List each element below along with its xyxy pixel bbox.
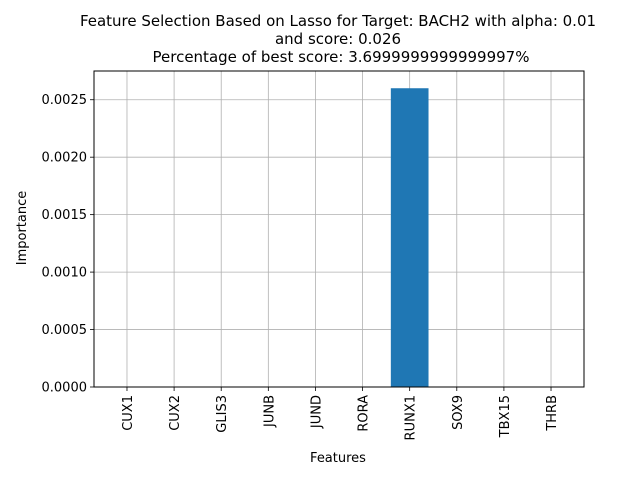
x-tick-label-tbx15: TBX15 xyxy=(498,395,513,438)
x-axis-ticks: CUX1 CUX2 GLIS3 JUNB JUND RORA RUNX1 SOX9 TBX15 T… xyxy=(121,387,560,440)
bars xyxy=(390,88,429,388)
x-tick-label-runx1: RUNX1 xyxy=(404,395,419,440)
chart-title-line-1: Feature Selection Based on Lasso for Tar… xyxy=(80,12,596,30)
x-tick-label-thrb: THRB xyxy=(545,395,560,432)
y-axis-label: Importance xyxy=(15,191,30,266)
x-axis-label: Features xyxy=(310,451,366,466)
bar-runx1 xyxy=(390,88,429,388)
plot-frame xyxy=(93,70,585,388)
y-tick-label-5: 0.0025 xyxy=(42,93,88,108)
x-tick-label-jund: JUND xyxy=(309,395,324,429)
x-tick-label-rora: RORA xyxy=(357,395,372,432)
y-tick-label-0: 0.0000 xyxy=(42,381,88,396)
y-tick-label-2: 0.0010 xyxy=(42,266,88,281)
grid xyxy=(94,71,584,388)
x-tick-label-glis3: GLIS3 xyxy=(215,395,230,433)
x-tick-label-cux2: CUX2 xyxy=(168,395,183,431)
x-tick-label-cux1: CUX1 xyxy=(121,395,136,431)
y-tick-label-4: 0.0020 xyxy=(42,151,88,166)
y-tick-label-3: 0.0015 xyxy=(42,208,88,223)
chart-title-line-3: Percentage of best score: 3.699999999999… xyxy=(153,48,530,66)
x-tick-label-sox9: SOX9 xyxy=(451,395,466,430)
chart-title-line-2: and score: 0.026 xyxy=(275,30,401,48)
y-tick-label-1: 0.0005 xyxy=(42,323,88,338)
y-axis-ticks: 0.0000 0.0005 0.0010 0.0015 0.0020 0.0025 xyxy=(42,93,94,396)
axes xyxy=(93,70,585,388)
chart-title: Feature Selection Based on Lasso for Tar… xyxy=(80,12,596,66)
x-tick-label-junb: JUNB xyxy=(262,395,277,428)
